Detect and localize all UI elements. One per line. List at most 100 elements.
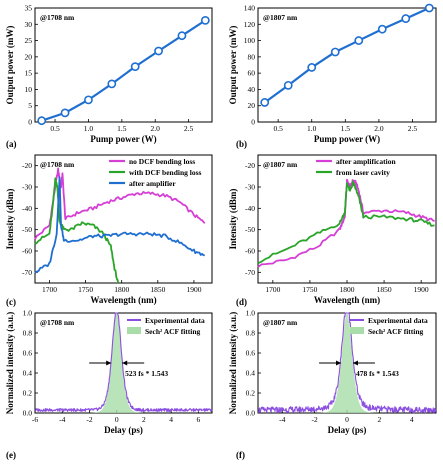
data-point [424, 3, 434, 13]
x-tick-label: 2.0 [374, 124, 384, 133]
y-tick-label: -70 [245, 268, 255, 277]
x-tick-label: 0.5 [273, 124, 283, 133]
legend-swatch [127, 327, 141, 334]
x-tick-label: 1.0 [84, 124, 94, 133]
data-point [177, 31, 187, 41]
panel-label: (c) [6, 297, 16, 307]
arrowhead [106, 360, 112, 366]
panel-label: (b) [236, 139, 247, 149]
legend-label: from laser cavity [336, 168, 390, 177]
x-tick-label: -4 [279, 415, 285, 424]
x-tick-label: 4 [410, 415, 414, 424]
data-point [84, 95, 93, 105]
x-tick-label: 1.0 [307, 124, 317, 133]
data-point [200, 15, 210, 25]
x-tick-label: 1700 [42, 285, 57, 294]
plot-frame [34, 154, 213, 284]
x-tick-label: 2.5 [184, 124, 194, 133]
legend-label: Sech² ACF fitting [368, 327, 424, 336]
pulse-width-label: 523 fs * 1.543 [125, 369, 168, 378]
y-tick-label: -60 [245, 247, 255, 256]
legend-label: after amplifier [129, 179, 176, 188]
x-tick-label: 1.5 [117, 124, 127, 133]
arrowhead [122, 360, 128, 366]
chart-panel-c: 1700 1750 1800 1850 1900 -70 -60 -50 -40 -30 -20 Wa… [5, 154, 213, 307]
y-tick-label: 35 [25, 4, 33, 13]
x-tick-label: 2.5 [408, 124, 418, 133]
wavelength-annotation: @1807 nm [263, 13, 298, 22]
fit-area [258, 313, 436, 413]
y-tick-label: 80 [248, 52, 256, 61]
y-tick-label: 0.4 [246, 369, 256, 378]
x-tick-label: 1750 [78, 285, 93, 294]
y-tick-label: -30 [22, 183, 32, 192]
y-axis-label: Output power (mW) [228, 26, 238, 105]
legend-label: no DCF bending loss [129, 157, 195, 166]
y-tick-label: 0.6 [23, 349, 33, 358]
x-tick-label: 1800 [340, 285, 355, 294]
legend-label: with DCF bending loss [129, 168, 202, 177]
x-tick-label: 2 [377, 415, 381, 424]
plot-frame [257, 7, 437, 123]
data-point [307, 63, 317, 72]
x-axis-label: Pump power (W) [314, 134, 380, 144]
x-axis-label: Wavelength (nm) [90, 295, 156, 305]
x-tick-label: 1900 [186, 285, 201, 294]
y-tick-label: 1.0 [23, 309, 33, 318]
wavelength-annotation: @1708 nm [40, 160, 75, 169]
plot-frame [34, 7, 213, 123]
x-tick-label: -2 [86, 415, 92, 424]
series-line [41, 19, 206, 122]
chart-panel-f: -4 -2 0 2 4 0.0 0.2 0.4 0.6 0.8 1.0 Delay (ps) Norma… [228, 309, 437, 460]
y-tick-label: -50 [245, 225, 255, 234]
data-point [154, 46, 163, 56]
y-tick-label: 0.4 [23, 369, 33, 378]
y-tick-label: 0.8 [23, 329, 33, 338]
y-tick-label: -60 [22, 247, 32, 256]
wavelength-annotation: @1708 nm [40, 13, 75, 22]
x-tick-label: 0 [115, 415, 119, 424]
data-point [401, 14, 411, 23]
chart-panel-b: 0.5 1.0 1.5 2.0 2.5 0 20 40 60 80 100 120 140 Pump po… [228, 3, 437, 149]
panel-label: (d) [236, 297, 247, 307]
x-tick-label: -4 [59, 415, 65, 424]
spectrum-line [257, 180, 435, 265]
y-tick-label: 5 [28, 101, 32, 110]
y-tick-label: 140 [244, 4, 256, 13]
experimental-trace [34, 312, 213, 412]
data-point [130, 62, 140, 72]
x-tick-label: 1850 [377, 285, 392, 294]
x-axis-label: Delay (ps) [328, 425, 367, 435]
data-point [330, 47, 340, 57]
legend-label: after amplification [336, 157, 396, 166]
y-tick-label: 20 [25, 52, 33, 61]
chart-panel-d: 1700 1750 1800 1850 1900 -70 -60 -50 -40 -30 -20 Wa… [228, 154, 437, 307]
legend-swatch [350, 327, 364, 334]
y-tick-label: -70 [22, 268, 32, 277]
x-tick-label: 1.5 [341, 124, 351, 133]
panel-label: (f) [236, 450, 245, 460]
y-axis-label: Intensity (dBm) [228, 189, 238, 250]
spectrum-line [34, 177, 119, 284]
pulse-width-label: 478 fs * 1.543 [356, 369, 399, 378]
legend-label: Sech² ACF fitting [145, 327, 201, 336]
y-tick-label: -20 [22, 161, 32, 170]
y-tick-label: 40 [248, 85, 256, 94]
y-tick-label: 0.0 [23, 409, 33, 418]
x-tick-label: 2.0 [151, 124, 161, 133]
x-tick-label: -2 [312, 415, 318, 424]
x-tick-label: 1850 [150, 285, 165, 294]
y-tick-label: 0.6 [246, 349, 256, 358]
y-tick-label: 0 [251, 118, 255, 127]
fit-area [35, 313, 212, 413]
chart-panel-a: 0.5 1.0 1.5 2.0 2.5 0 5 10 15 20 25 30 35 Pump power … [5, 4, 213, 149]
data-point [260, 98, 270, 107]
x-tick-label: 2 [142, 415, 146, 424]
legend-label: Experimental data [145, 316, 205, 325]
x-axis-label: Delay (ps) [104, 425, 143, 435]
arrowhead [336, 360, 342, 366]
panel-label: (a) [6, 139, 17, 149]
wavelength-annotation: @1708 nm [40, 318, 75, 327]
y-axis-label: Normalized intensity (a.u.) [5, 312, 15, 415]
y-axis-label: Output power (mW) [5, 26, 15, 105]
